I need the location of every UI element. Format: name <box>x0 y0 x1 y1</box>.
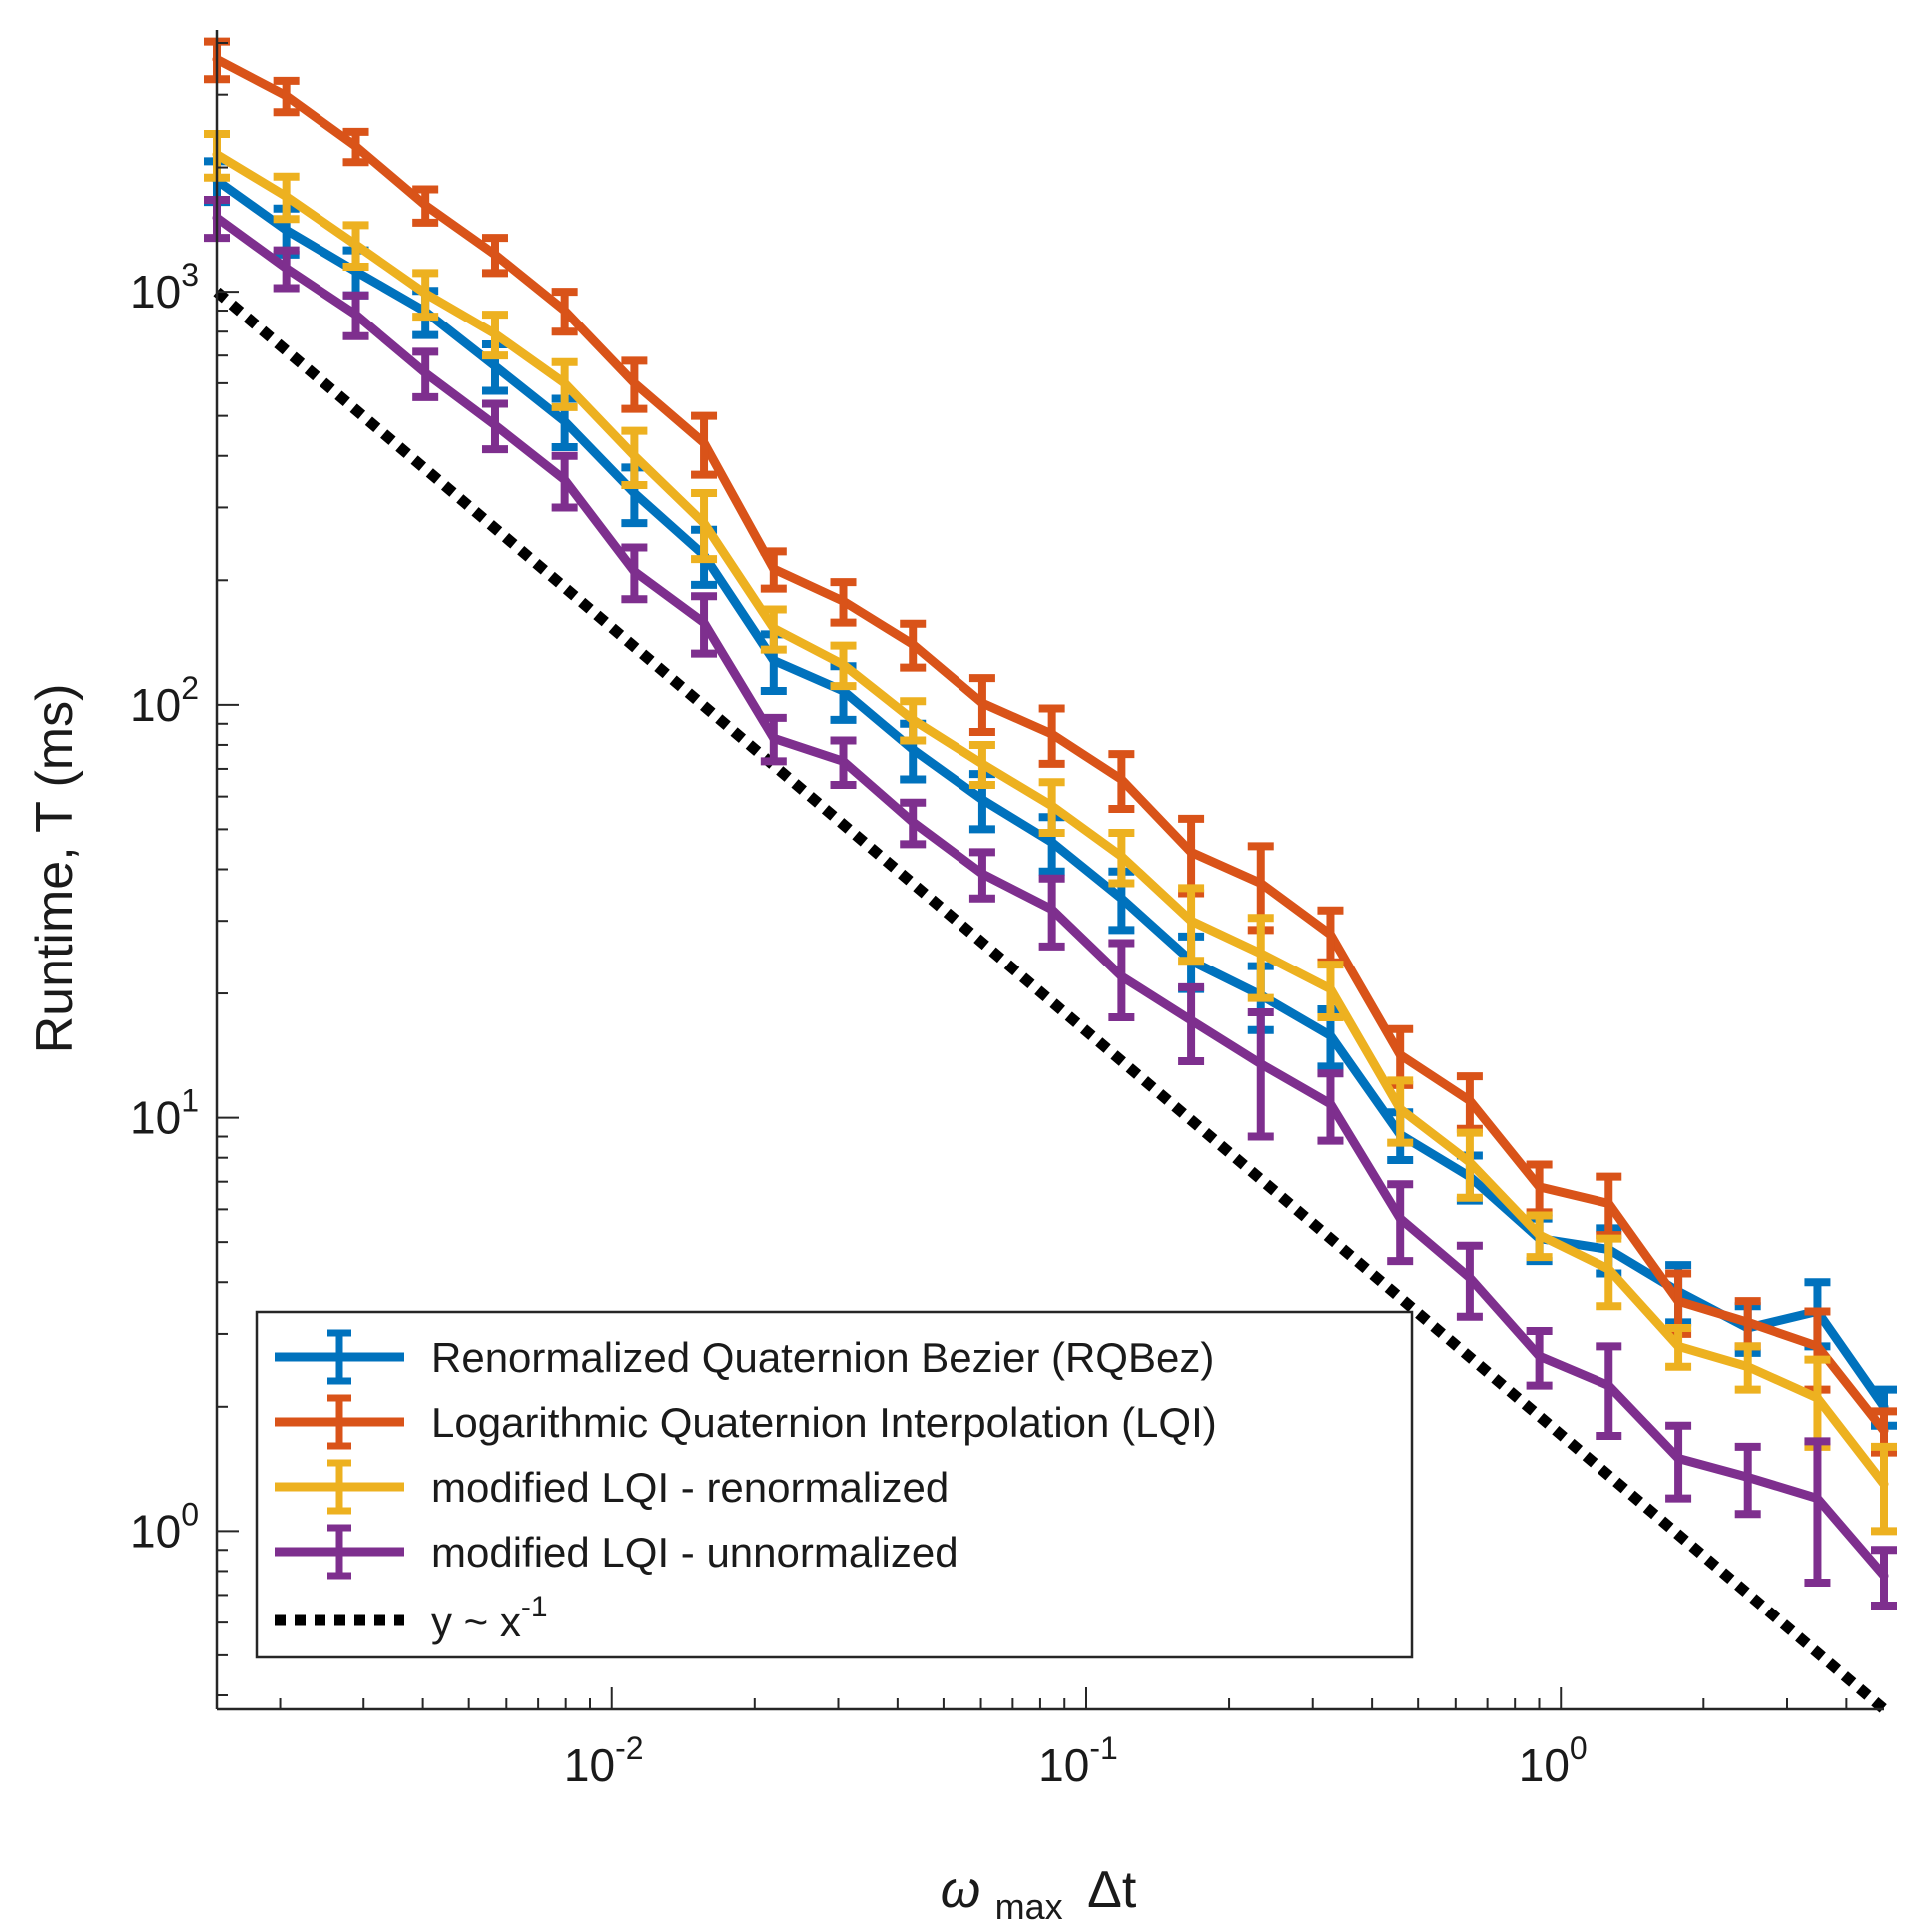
error-bar <box>551 357 578 411</box>
series-layer <box>204 37 1897 1610</box>
error-bar <box>342 291 369 340</box>
error-bar <box>621 543 648 604</box>
error-bar <box>481 234 508 278</box>
error-bar <box>691 489 718 564</box>
legend-item: y ~ x-1 <box>275 1591 548 1645</box>
x-axis-label-symbol: ω <box>941 1861 981 1919</box>
error-bar <box>760 713 787 766</box>
error-bar <box>1038 778 1065 838</box>
error-bar <box>621 426 648 489</box>
axes: 10-2 10-1 100 100 101 102 103 <box>130 30 1884 1791</box>
error-bar <box>621 356 648 413</box>
x-tick-label: 10-2 <box>564 1730 644 1791</box>
error-bar <box>1596 1234 1622 1311</box>
error-bar <box>900 697 927 745</box>
reference-line-layer <box>213 287 1888 1714</box>
error-bar <box>412 269 439 322</box>
error-bar <box>1038 874 1065 951</box>
error-bar <box>968 740 995 790</box>
error-bar <box>273 172 300 224</box>
error-bar <box>1734 1442 1761 1519</box>
error-bar <box>1317 1069 1344 1145</box>
error-bar <box>968 848 995 903</box>
error-bar <box>1108 939 1135 1022</box>
error-bar <box>1108 829 1135 888</box>
x-tick-label: 100 <box>1519 1730 1588 1791</box>
error-bar <box>760 605 787 654</box>
error-bar <box>481 311 508 360</box>
legend: Renormalized Quaternion Bezier (RQBez) Lo… <box>255 1310 1414 1659</box>
legend-label: modified LQI - renormalized <box>431 1464 949 1511</box>
error-bar <box>1317 961 1344 1022</box>
error-bar <box>1871 1442 1897 1536</box>
legend-item: Logarithmic Quaternion Interpolation (LQ… <box>275 1394 1217 1450</box>
error-bar <box>1804 1437 1831 1588</box>
error-bar <box>273 246 300 293</box>
error-bar <box>412 347 439 401</box>
error-bar <box>760 547 787 593</box>
error-bar <box>1526 1326 1553 1390</box>
error-bar <box>1456 1072 1483 1133</box>
y-tick-label: 103 <box>130 257 199 318</box>
y-tick-label: 100 <box>130 1496 199 1557</box>
legend-item: modified LQI - unnormalized <box>275 1524 959 1580</box>
error-bar <box>691 411 718 479</box>
reference-line-y-x-inverse <box>213 287 1888 1714</box>
error-bar <box>1734 1342 1761 1394</box>
series-4 <box>204 195 1897 1610</box>
legend-label: Renormalized Quaternion Bezier (RQBez) <box>431 1334 1214 1381</box>
x-tick-label: 10-1 <box>1038 1730 1118 1791</box>
error-bar <box>551 288 578 336</box>
legend-label: modified LQI - unnormalized <box>431 1529 959 1576</box>
error-bar <box>273 76 300 117</box>
error-bar <box>830 641 857 691</box>
error-bar <box>900 798 927 849</box>
error-bar <box>1178 982 1205 1066</box>
error-bar <box>342 127 369 167</box>
error-bar <box>1526 1211 1553 1262</box>
y-tick-label: 102 <box>130 670 199 731</box>
error-bar <box>1108 750 1135 814</box>
error-bar <box>412 185 439 227</box>
legend-box <box>255 1310 1414 1659</box>
legend-item: modified LQI - renormalized <box>275 1459 949 1515</box>
error-bar <box>1456 1128 1483 1202</box>
error-bar <box>1387 1180 1414 1266</box>
error-bar <box>691 592 718 658</box>
error-bar <box>830 736 857 790</box>
y-tick-label: 101 <box>130 1083 199 1144</box>
error-bar <box>900 619 927 672</box>
error-bar <box>551 451 578 512</box>
error-bar <box>481 399 508 454</box>
error-bar <box>1456 1241 1483 1321</box>
error-bar <box>1665 1421 1692 1503</box>
error-bar <box>1387 1076 1414 1147</box>
legend-label: Logarithmic Quaternion Interpolation (LQ… <box>431 1399 1217 1446</box>
series-3 <box>204 130 1897 1536</box>
x-axis-label-subscript: max <box>995 1886 1063 1927</box>
error-bar <box>1596 1342 1622 1440</box>
x-axis-label-suffix: Δt <box>1087 1861 1137 1919</box>
error-bar <box>830 578 857 627</box>
y-axis-label: Runtime, T (ms) <box>26 684 84 1054</box>
error-bar <box>1038 704 1065 768</box>
legend-item: Renormalized Quaternion Bezier (RQBez) <box>275 1329 1214 1385</box>
legend-label: y ~ x-1 <box>431 1591 548 1645</box>
series-2 <box>204 37 1897 1457</box>
error-bar <box>968 674 995 736</box>
error-bar <box>1871 1546 1897 1610</box>
error-bar <box>1178 884 1205 966</box>
error-bar <box>1247 1007 1274 1141</box>
error-bar <box>1665 1324 1692 1371</box>
x-axis-label: ω max Δt <box>941 1861 1137 1931</box>
error-bar <box>1247 914 1274 1002</box>
error-bar <box>342 221 369 271</box>
